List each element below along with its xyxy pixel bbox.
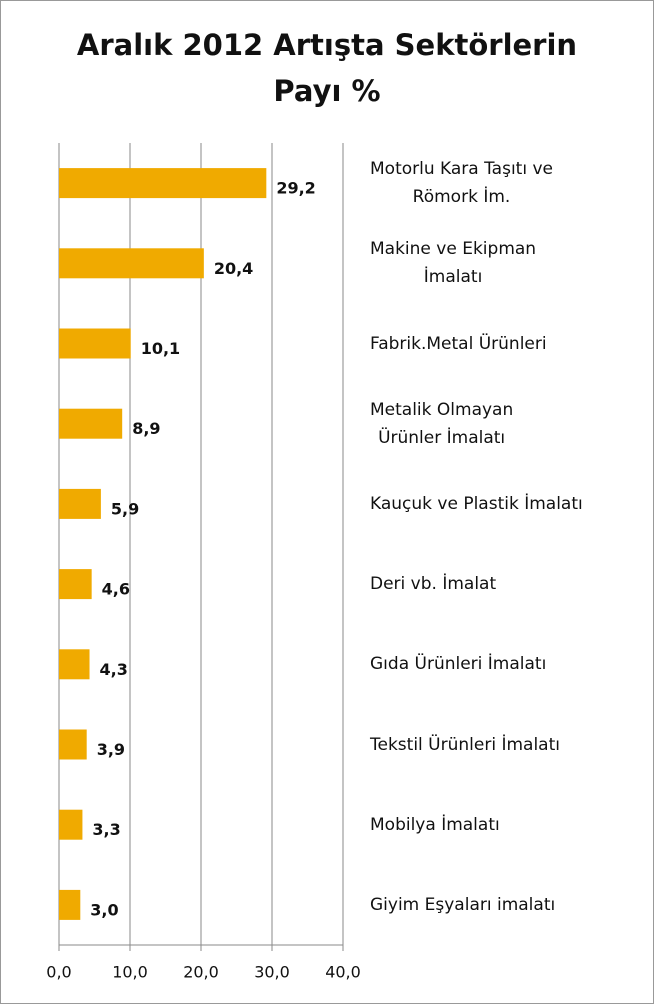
data-label: 3,9 <box>97 740 125 759</box>
x-tick-label: 40,0 <box>325 963 361 982</box>
bar <box>59 328 131 359</box>
bar <box>59 729 87 760</box>
data-label: 3,0 <box>90 900 118 919</box>
bar <box>59 248 204 279</box>
category-label: Deri vb. İmalat <box>370 574 497 595</box>
data-label: 5,9 <box>111 499 139 518</box>
data-label: 29,2 <box>276 179 315 198</box>
x-tick-label: 10,0 <box>112 963 148 982</box>
bar <box>59 408 123 439</box>
chart-title: Aralık 2012 Artışta Sektörlerin Payı % <box>76 28 578 108</box>
x-tick-label: 20,0 <box>183 963 219 982</box>
data-label: 4,6 <box>102 580 130 599</box>
data-label: 4,3 <box>100 660 128 679</box>
category-label: Fabrik.Metal Ürünleri <box>370 333 547 354</box>
category-label: Kauçuk ve Plastik İmalatı <box>370 493 583 514</box>
category-label: Mobilya İmalatı <box>370 814 500 835</box>
x-tick-label: 30,0 <box>254 963 290 982</box>
x-tick-label: 0,0 <box>46 963 71 982</box>
category-label: Makine ve Ekipman İmalatı <box>370 239 537 288</box>
bar <box>59 809 83 840</box>
bar <box>59 488 101 519</box>
data-label: 3,3 <box>92 820 120 839</box>
data-label: 10,1 <box>141 339 180 358</box>
category-label: Metalik Olmayan Ürünler İmalatı <box>370 399 514 448</box>
bar <box>59 168 267 199</box>
bar <box>59 649 90 680</box>
bar <box>59 569 92 600</box>
category-label: Tekstil Ürünleri İmalatı <box>370 734 560 755</box>
category-label: Giyim Eşyaları imalatı <box>370 894 556 915</box>
category-label: Gıda Ürünleri İmalatı <box>370 654 547 675</box>
category-label: Motorlu Kara Taşıtı ve Römork İm. <box>370 159 553 208</box>
data-label: 8,9 <box>132 419 160 438</box>
data-label: 20,4 <box>214 259 253 278</box>
bar <box>59 889 81 920</box>
